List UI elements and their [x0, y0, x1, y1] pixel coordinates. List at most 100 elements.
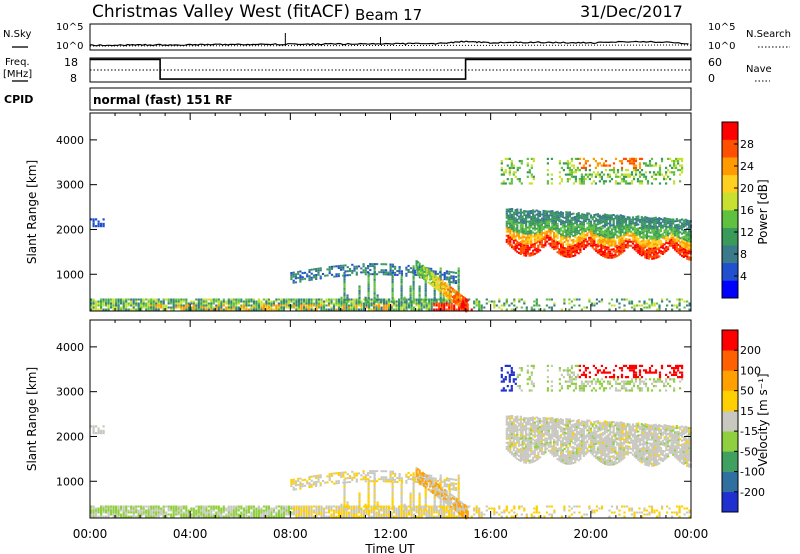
power-cell [332, 298, 336, 301]
power-cell [590, 304, 593, 307]
velocity-cell [510, 509, 513, 512]
velocity-cell [317, 513, 321, 516]
power-cell [445, 291, 448, 294]
power-cell [535, 227, 538, 230]
power-cell [432, 270, 435, 273]
velocity-cell [450, 509, 453, 512]
power-cell [619, 246, 622, 249]
velocity-cell [623, 511, 626, 514]
power-cell [450, 298, 453, 301]
power-cell [674, 232, 677, 235]
velocity-cell [418, 509, 421, 512]
power-cell [612, 220, 615, 222]
power-cell [574, 178, 577, 181]
power-cell [463, 307, 466, 310]
power-cell [429, 278, 432, 281]
power-cell [637, 219, 640, 222]
power-cell [626, 169, 630, 172]
power-cell [282, 306, 285, 309]
velocity-cell [445, 507, 448, 510]
power-cell [644, 164, 648, 167]
power-cell [658, 304, 661, 307]
velocity-cell [412, 481, 415, 484]
velocity-cell [409, 501, 412, 504]
power-cell [462, 298, 465, 300]
velocity-cell [250, 513, 253, 516]
power-cell [379, 301, 382, 304]
power-cell [568, 227, 571, 230]
power-cell [556, 245, 559, 248]
power-cell [572, 251, 575, 253]
velocity-cell [210, 511, 213, 514]
power-cell [429, 282, 432, 285]
power-cell [619, 234, 622, 237]
power-cell [579, 238, 582, 241]
velocity-cell [107, 507, 110, 510]
power-cell [445, 302, 448, 305]
velocity-cell [100, 511, 103, 514]
power-cell [665, 217, 668, 220]
power-cell [619, 222, 622, 225]
power-cell [652, 164, 656, 167]
power-cell [610, 244, 614, 247]
power-cell [403, 308, 406, 311]
power-cell [473, 306, 476, 309]
velocity-cell [643, 509, 646, 512]
power-cell [145, 304, 148, 307]
power-cell [644, 250, 647, 253]
power-cell [640, 304, 644, 307]
velocity-cell [478, 515, 481, 518]
velocity-cell [147, 513, 150, 516]
velocity-cell [277, 513, 280, 516]
velocity-cell [95, 513, 98, 516]
velocity-cell [310, 511, 313, 514]
velocity-cell [247, 515, 250, 518]
power-cell [568, 249, 571, 252]
velocity-cell [257, 507, 260, 510]
power-cell [624, 224, 628, 226]
power-cell [277, 308, 280, 311]
power-cell [661, 218, 664, 221]
power-cell [626, 175, 630, 178]
power-cell [577, 244, 580, 247]
power-cell [337, 306, 341, 309]
power-cell [516, 212, 519, 215]
power-cell [509, 230, 512, 233]
power-cell [245, 308, 248, 311]
velocity-cell [340, 511, 343, 514]
power-cell [652, 231, 656, 234]
power-cell [626, 244, 629, 247]
power-cell [607, 236, 610, 239]
velocity-cell [272, 507, 275, 510]
power-cell [665, 233, 668, 236]
power-cell [526, 246, 529, 249]
power-cell [530, 254, 533, 257]
power-cell [375, 306, 378, 309]
velocity-cell [322, 507, 326, 510]
power-cell [653, 304, 656, 307]
power-cell [598, 300, 601, 303]
velocity-cell [335, 515, 338, 518]
power-cell [237, 306, 240, 309]
velocity-cell [683, 513, 686, 516]
power-cell [455, 308, 458, 311]
velocity-cell [285, 509, 288, 512]
power-cell [593, 216, 596, 218]
power-cell [661, 234, 664, 237]
power-cell [521, 245, 524, 248]
power-cell [310, 298, 313, 301]
power-cell [447, 288, 450, 291]
power-cell [245, 302, 248, 305]
power-cell [380, 263, 383, 266]
power-cell [180, 302, 183, 305]
power-cell [498, 298, 501, 301]
power-cell [400, 272, 403, 275]
power-cell [612, 162, 616, 165]
power-cell [155, 302, 158, 305]
power-cell [368, 306, 371, 309]
power-cell [418, 289, 421, 293]
power-cell [591, 234, 594, 237]
power-cell [686, 257, 689, 260]
velocity-cell [500, 515, 503, 518]
velocity-cell [424, 501, 427, 504]
